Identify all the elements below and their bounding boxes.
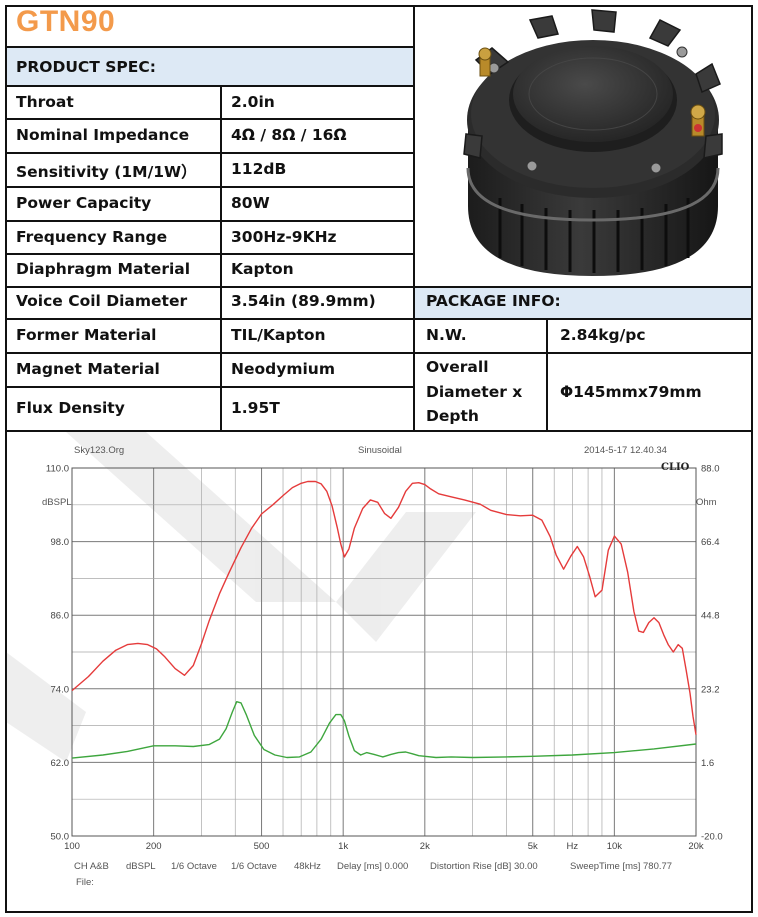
product-spec-header: PRODUCT SPEC: <box>16 58 156 76</box>
table-border-right <box>751 5 753 913</box>
spec-value-flux: 1.95T <box>231 399 280 417</box>
clio-logo: CLIO <box>661 462 690 473</box>
spec-label-throat: Throat <box>16 93 74 111</box>
y-axis-right-label: Ohm <box>696 497 717 508</box>
y-tick-label: 62.0 <box>51 758 70 769</box>
y-right-tick-label: 23.2 <box>701 684 720 695</box>
y-right-tick-label: 1.6 <box>701 758 714 769</box>
table-row-line <box>5 186 415 188</box>
chart-footer-item: CH A&B <box>74 861 109 872</box>
chart-grid <box>71 467 697 837</box>
package-label-dimensions-line2: Diameter x <box>426 383 523 401</box>
y-tick-label: 110.0 <box>46 464 69 475</box>
spec-label-diaphragm: Diaphragm Material <box>16 260 191 278</box>
table-row-line <box>5 46 415 48</box>
spl-response-curve <box>71 480 697 735</box>
chart-header-right: 2014-5-17 12.40.34 <box>584 445 667 456</box>
spec-label-former: Former Material <box>16 326 157 344</box>
spec-value-throat: 2.0in <box>231 93 275 111</box>
chart-footer-item: dBSPL <box>126 861 156 872</box>
y-tick-label: 86.0 <box>51 611 70 622</box>
package-label-dimensions-line3: Depth <box>426 407 479 425</box>
table-border-bottom <box>5 911 753 913</box>
table-border-top <box>5 5 753 7</box>
x-tick-label: 500 <box>254 841 270 852</box>
impedance-curve <box>71 701 697 759</box>
spec-label-impedance: Nominal Impedance <box>16 126 190 144</box>
package-label-weight: N.W. <box>426 326 467 344</box>
spec-value-sensitivity: 112dB <box>231 160 287 178</box>
model-title: GTN90 <box>16 5 116 38</box>
table-border-left <box>5 5 7 913</box>
spec-value-frequency: 300Hz-9KHz <box>231 228 337 246</box>
chart-footer-line1: CH A&B dBSPL 1/6 Octave 1/6 Octave 48kHz Dela… <box>74 861 672 872</box>
table-row-line <box>5 152 415 154</box>
y-axis-label: dBSPL <box>42 497 72 508</box>
y-tick-label: 50.0 <box>51 832 70 843</box>
y-right-tick-label: -20.0 <box>701 832 723 843</box>
spec-value-impedance: 4Ω / 8Ω / 16Ω <box>231 126 347 144</box>
spec-label-flux: Flux Density <box>16 399 125 417</box>
table-row-line <box>5 430 753 432</box>
chart-footer-item: Delay [ms] 0.000 <box>337 861 408 872</box>
package-value-dimensions: Φ145mmx79mm <box>560 383 702 401</box>
plot-frame <box>71 467 697 837</box>
chart-footer-item: 48kHz <box>294 861 321 872</box>
table-row-line <box>5 386 415 388</box>
chart-footer-item: Distortion Rise [dB] 30.00 <box>430 861 538 872</box>
x-tick-label: 200 <box>146 841 162 852</box>
x-tick-label: Hz <box>567 841 579 852</box>
chart-header-center: Sinusoidal <box>358 445 402 456</box>
spec-label-voice-coil: Voice Coil Diameter <box>16 292 188 310</box>
x-tick-label: 1k <box>338 841 348 852</box>
package-info-band <box>414 287 751 318</box>
spec-label-frequency: Frequency Range <box>16 228 168 246</box>
y-tick-label: 98.0 <box>51 537 70 548</box>
spec-label-sensitivity: Sensitivity (1M/1W） <box>16 163 197 181</box>
table-divider-values <box>220 85 222 431</box>
y-right-tick-label: 66.4 <box>701 537 720 548</box>
package-info-header: PACKAGE INFO: <box>426 292 561 310</box>
chart-footer-file: File: <box>76 877 94 888</box>
frequency-response-chart: 100 200 500 1k 2k 5k Hz 10k 20k 110.0 98.0 86.0 74.0… <box>6 432 723 888</box>
spec-value-diaphragm: Kapton <box>231 260 294 278</box>
spec-label-magnet: Magnet Material <box>16 360 160 378</box>
table-row-line <box>5 318 753 320</box>
table-row-line <box>5 253 415 255</box>
x-tick-label: 100 <box>64 841 80 852</box>
x-tick-label: 20k <box>688 841 704 852</box>
y-tick-label: 74.0 <box>51 684 70 695</box>
spec-value-voice-coil: 3.54in (89.9mm) <box>231 292 376 310</box>
table-divider-image <box>413 5 415 431</box>
table-row-line <box>5 220 415 222</box>
table-divider-package <box>546 318 548 431</box>
y-right-tick-label: 88.0 <box>701 464 720 475</box>
spec-label-power: Power Capacity <box>16 194 152 212</box>
watermark-graphic <box>6 432 476 762</box>
package-value-weight: 2.84kg/pc <box>560 326 646 344</box>
compression-driver-photo <box>463 9 723 276</box>
spec-value-magnet: Neodymium <box>231 360 335 378</box>
chart-footer-item: 1/6 Octave <box>171 861 217 872</box>
y-right-tick-label: 44.8 <box>701 611 720 622</box>
table-row-line <box>5 118 415 120</box>
package-label-dimensions-line1: Overall <box>426 358 489 376</box>
table-row-line <box>5 85 415 87</box>
spec-value-former: TIL/Kapton <box>231 326 326 344</box>
product-spec-band <box>7 47 413 85</box>
table-row-line <box>5 286 753 288</box>
chart-footer-item: 1/6 Octave <box>231 861 277 872</box>
table-row-line <box>5 352 753 354</box>
chart-header-left: Sky123.Org <box>74 445 124 456</box>
x-tick-label: 5k <box>528 841 538 852</box>
spec-value-power: 80W <box>231 194 270 212</box>
chart-footer-item: SweepTime [ms] 780.77 <box>570 861 672 872</box>
x-tick-label: 2k <box>420 841 430 852</box>
x-tick-label: 10k <box>607 841 623 852</box>
